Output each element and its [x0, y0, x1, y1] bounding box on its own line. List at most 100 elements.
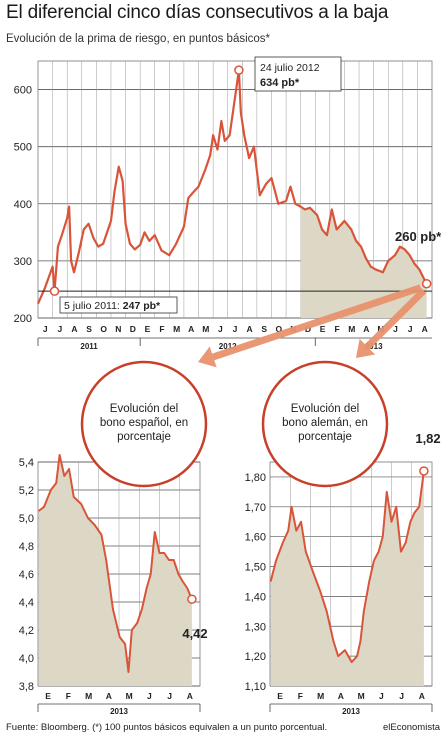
spain-year-label: 2013 [110, 707, 128, 716]
main-xtick-label: F [159, 324, 164, 334]
main-xtick-label: A [363, 324, 369, 334]
footer-source: Fuente: Bloomberg. (*) 100 puntos básico… [6, 722, 328, 733]
main-xtick-label: A [188, 324, 194, 334]
arrow-to-spanish-bond [198, 284, 422, 368]
spain-area-fill [38, 455, 192, 686]
germany-ytick-label: 1,10 [245, 681, 266, 693]
annotation-box-2011 [59, 296, 178, 314]
spain-ytick-label: 3,8 [19, 681, 34, 693]
main-xtick-label: J [408, 324, 413, 334]
main-xtick-label: F [335, 324, 340, 334]
spain-xtick-label: F [66, 691, 71, 701]
annotation-last-value: 260 pb* [395, 229, 442, 244]
annotation-2012-date: 24 julio 2012 [260, 62, 320, 74]
annotation-2012-value: 634 pb* [260, 77, 300, 89]
spain-title-circle [80, 360, 208, 488]
germany-last-value-label: 1,82 [415, 431, 440, 446]
germany-ytick-label: 1,60 [245, 532, 266, 544]
chart-title: El diferencial cinco días consecutivos a… [6, 2, 389, 23]
main-xtick-label: S [86, 324, 92, 334]
main-xtick-label: M [202, 324, 209, 334]
marker-min-2011 [49, 286, 60, 296]
spain-xtick-label: E [45, 691, 51, 701]
germany-area-fill [270, 470, 424, 686]
germany-xtick-label: A [419, 691, 425, 701]
germany-xtick-label: F [298, 691, 303, 701]
main-xtick-label: O [275, 324, 282, 334]
main-year-label: 2011 [80, 342, 98, 351]
main-xtick-label: D [130, 324, 136, 334]
germany-xtick-label: M [317, 691, 324, 701]
main-area-fill [300, 206, 427, 318]
main-xtick-label: J [393, 324, 398, 334]
main-xtick-label: E [145, 324, 151, 334]
spain-ytick-label: 5,0 [19, 513, 34, 525]
main-year-label: 2012 [219, 342, 237, 351]
spain-title-line: porcentaje [117, 431, 171, 443]
spain-ytick-label: 5,4 [19, 457, 34, 469]
germany-ytick-label: 1,80 [245, 472, 266, 484]
spain-xtick-label: A [187, 691, 193, 701]
spain-title-line: Evolución del [110, 403, 178, 415]
germany-xtick-label: A [338, 691, 344, 701]
germany-ytick-label: 1,20 [245, 651, 266, 663]
spain-last-marker [187, 594, 197, 604]
germany-xtick-label: J [399, 691, 404, 701]
main-ytick-label: 200 [14, 313, 32, 325]
main-xtick-label: N [115, 324, 121, 334]
spain-ytick-label: 4,0 [19, 653, 34, 665]
main-xtick-label: A [247, 324, 253, 334]
germany-xtick-label: M [358, 691, 365, 701]
germany-series-line [269, 470, 425, 664]
main-xtick-label: J [233, 324, 238, 334]
germany-xtick-label: J [379, 691, 384, 701]
spain-series-line [38, 454, 193, 673]
spain-xtick-label: A [106, 691, 112, 701]
germany-ytick-label: 1,50 [245, 562, 266, 574]
chart-subtitle: Evolución de la prima de riesgo, en punt… [6, 33, 271, 45]
footer-brand: elEconomista [382, 722, 440, 733]
main-ytick-label: 400 [14, 199, 32, 211]
main-xtick-label: O [100, 324, 107, 334]
spain-title-line: bono español, en [100, 417, 188, 429]
main-xtick-label: S [261, 324, 267, 334]
spain-ytick-label: 5,2 [19, 485, 34, 497]
main-series-line [36, 69, 428, 305]
main-xtick-label: E [320, 324, 326, 334]
germany-xtick-label: E [277, 691, 283, 701]
main-ytick-label: 300 [14, 256, 32, 268]
spain-ytick-label: 4,2 [19, 625, 34, 637]
main-xtick-label: J [58, 324, 63, 334]
main-xtick-label: M [173, 324, 180, 334]
spain-xtick-label: J [167, 691, 172, 701]
annotation-box-2012 [254, 56, 342, 92]
marker-last-2013 [421, 278, 432, 289]
main-xtick-label: A [71, 324, 77, 334]
germany-title-line: bono alemán, en [282, 417, 368, 429]
germany-ytick-label: 1,40 [245, 591, 266, 603]
main-ytick-label: 500 [14, 142, 32, 154]
germany-title-line: porcentaje [298, 431, 352, 443]
germany-title-circle [261, 360, 389, 488]
spain-ytick-label: 4,4 [19, 597, 34, 609]
main-xtick-label: J [218, 324, 223, 334]
germany-last-marker [419, 466, 429, 476]
spain-ytick-label: 4,6 [19, 569, 34, 581]
annotation-2011-label: 5 julio 2011: 247 pb* [64, 300, 161, 312]
main-ytick-label: 600 [14, 85, 32, 97]
spain-xtick-label: M [85, 691, 92, 701]
germany-ytick-label: 1,30 [245, 621, 266, 633]
arrow-to-german-bond [356, 288, 427, 358]
main-xtick-label: J [43, 324, 48, 334]
marker-max-2012 [234, 65, 244, 75]
germany-title-line: Evolución del [291, 403, 359, 415]
germany-year-label: 2013 [342, 707, 360, 716]
spain-xtick-label: J [147, 691, 152, 701]
germany-ytick-label: 1,70 [245, 502, 266, 514]
main-xtick-label: A [422, 324, 428, 334]
main-year-label: 2013 [365, 342, 383, 351]
spain-xtick-label: M [126, 691, 133, 701]
spain-last-value-label: 4,42 [182, 626, 207, 641]
spain-ytick-label: 4,8 [19, 541, 34, 553]
